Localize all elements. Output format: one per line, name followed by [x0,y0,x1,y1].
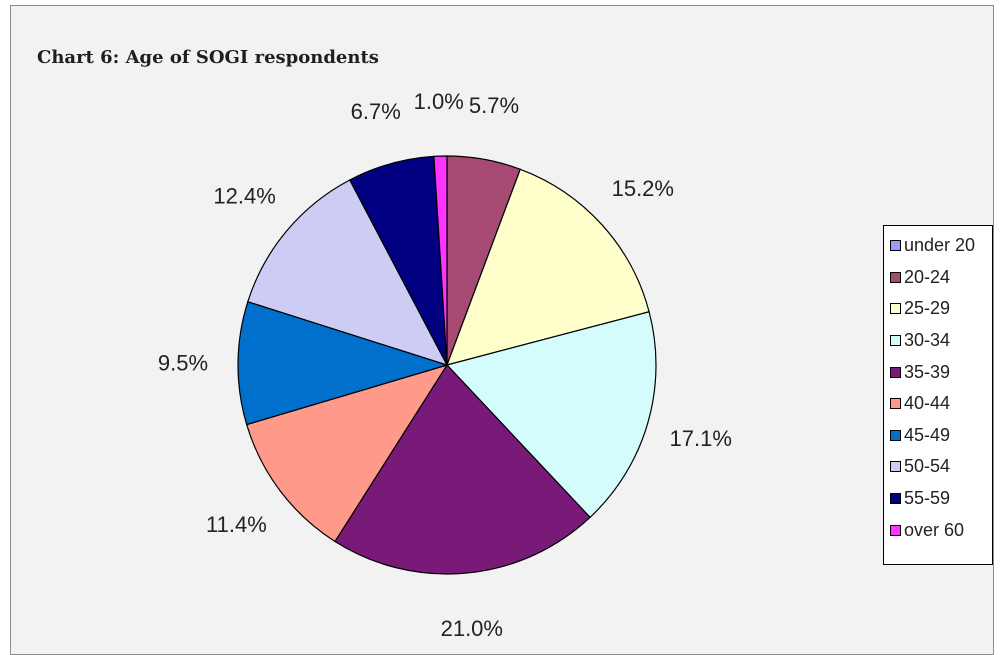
legend-item-over-60: over 60 [890,514,992,546]
legend-item-25-29: 25-29 [890,293,992,325]
data-label-25-29: 15.2% [612,176,674,201]
legend-label: 50-54 [904,456,951,477]
legend-label: 45-49 [904,424,951,445]
legend-item-30-34: 30-34 [890,325,992,357]
legend-swatch [890,271,901,283]
legend-item-40-44: 40-44 [890,388,992,420]
legend-item-45-49: 45-49 [890,420,992,452]
legend-label: over 60 [904,519,965,540]
legend: under 20 20-24 25-29 30-34 35-39 40-44 45-49 50… [883,225,993,565]
legend-item-55-59: 55-59 [890,483,992,515]
data-label-40-44: 11.4% [206,512,267,537]
legend-swatch [890,461,901,473]
pie-slice-30-34 [445,311,657,519]
legend-swatch [890,335,901,347]
legend-label: 30-34 [904,330,951,351]
pie-slice-45-49 [237,300,450,426]
legend-swatch [890,303,901,315]
legend-label: under 20 [904,235,976,256]
data-label-55-59: 6.7% [351,99,401,124]
legend-swatch [890,429,901,441]
legend-swatch [890,493,901,505]
legend-swatch [890,366,901,378]
pie-slice-50-54 [247,179,449,367]
legend-item-20-24: 20-24 [890,262,992,294]
pie-slice-35-39 [334,364,591,575]
data-label-20-24: 5.7% [469,93,519,118]
pie-slice-40-44 [245,363,449,543]
legend-item-35-39: 35-39 [890,356,992,388]
chart-title: Chart 6: Age of SOGI respondents [37,47,379,68]
legend-item-under-20: under 20 [890,230,992,262]
legend-label: 25-29 [904,298,951,319]
legend-label: 35-39 [904,361,951,382]
data-label-45-49: 9.5% [158,351,208,376]
data-label-over-60: 1.0% [414,89,464,114]
data-label-50-54: 12.4% [213,183,275,208]
legend-swatch [890,240,901,252]
data-label-35-39: 21.0% [441,616,503,641]
legend-label: 20-24 [904,266,951,287]
legend-label: 40-44 [904,393,951,414]
legend-swatch [890,398,901,410]
legend-item-50-54: 50-54 [890,451,992,483]
legend-label: 55-59 [904,488,951,509]
data-label-30-34: 17.1% [670,426,732,451]
legend-swatch [890,524,901,536]
pie-slice-25-29 [446,168,650,366]
pie-slice-over-60 [433,155,448,366]
